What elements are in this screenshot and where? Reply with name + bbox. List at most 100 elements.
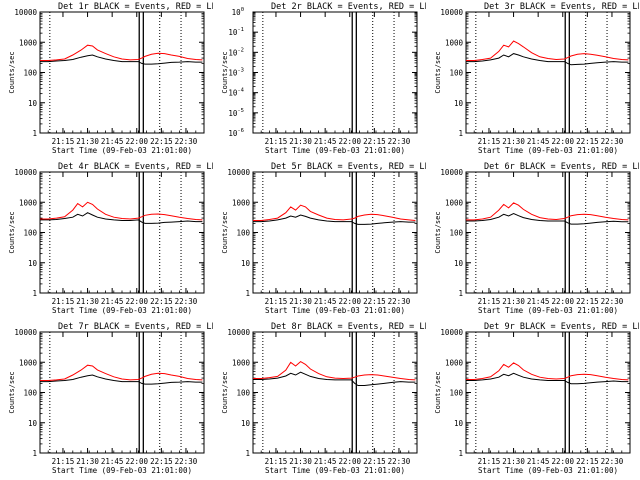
y-tick-label: 10 [454, 419, 464, 428]
y-tick-label: 1 [458, 449, 463, 458]
plot-frame [39, 11, 205, 134]
x-tick-label: 21:15 [265, 457, 288, 466]
y-tick-label: 1000 [445, 358, 464, 367]
x-tick-label: 21:15 [265, 297, 288, 306]
y-axis-label: Counts/sec [434, 51, 442, 93]
x-tick-label: 22:00 [338, 137, 361, 146]
y-tick-label: 10-6 [228, 128, 244, 138]
plot-frame [252, 171, 418, 294]
x-tick-label: 22:00 [125, 297, 148, 306]
x-tick-label: 22:30 [601, 457, 624, 466]
detector-chart-2: Det 2r BLACK = Events, RED = LLD 100 10-1 1… [221, 2, 426, 155]
series-line-events [40, 54, 203, 65]
x-tick-label: 22:15 [363, 457, 386, 466]
plot-frame [39, 171, 205, 294]
y-tick-label: 100 [449, 229, 463, 238]
y-tick-label: 10-2 [228, 47, 244, 57]
y-tick-label: 1 [245, 289, 250, 298]
x-axis-label: Start Time (09-Feb-03 21:01:00) [478, 466, 618, 475]
chart-title: Det 6r BLACK = Events, RED = LLD [484, 162, 639, 172]
y-axis-label: Counts/sec [8, 371, 16, 413]
y-tick-label: 10 [28, 419, 38, 428]
y-tick-label: 10 [241, 419, 251, 428]
y-axis-label: Counts/sec [8, 211, 16, 253]
x-tick-label: 22:30 [175, 297, 198, 306]
x-tick-label: 21:45 [101, 137, 124, 146]
x-tick-label: 22:30 [601, 137, 624, 146]
chart-title: Det 7r BLACK = Events, RED = LLD [58, 322, 213, 332]
chart-title: Det 5r BLACK = Events, RED = LLD [271, 162, 426, 172]
detector-chart-3: Det 3r BLACK = Events, RED = LLD 1 10 100 10… [434, 2, 639, 155]
x-tick-label: 21:45 [314, 457, 337, 466]
x-axis-label: Start Time (09-Feb-03 21:01:00) [478, 306, 618, 315]
x-tick-label: 21:30 [289, 457, 312, 466]
plot-frame [252, 11, 418, 134]
x-tick-label: 22:15 [576, 137, 599, 146]
detector-chart-7: Det 7r BLACK = Events, RED = LLD 1 10 100 10… [8, 322, 213, 475]
x-tick-label: 21:30 [502, 137, 525, 146]
y-tick-label: 1000 [445, 38, 464, 47]
x-tick-label: 22:30 [388, 457, 411, 466]
x-tick-label: 21:45 [314, 137, 337, 146]
x-tick-label: 22:15 [363, 137, 386, 146]
y-tick-label: 1000 [19, 38, 38, 47]
series-line-lld [40, 44, 203, 61]
chart-title: Det 4r BLACK = Events, RED = LLD [58, 162, 213, 172]
series-line-events [466, 372, 629, 385]
x-axis-label: Start Time (09-Feb-03 21:01:00) [52, 466, 192, 475]
y-tick-label: 100 [449, 69, 463, 78]
y-tick-label: 100 [236, 389, 250, 398]
plot-frame [465, 171, 631, 294]
series-line-events [253, 214, 416, 225]
x-tick-label: 22:15 [150, 137, 173, 146]
x-axis-label: Start Time (09-Feb-03 21:01:00) [265, 146, 405, 155]
x-tick-label: 22:30 [601, 297, 624, 306]
series-line-lld [253, 204, 416, 221]
x-axis-label: Start Time (09-Feb-03 21:01:00) [52, 146, 192, 155]
y-tick-label: 10 [454, 259, 464, 268]
y-tick-label: 1000 [19, 358, 38, 367]
y-tick-label: 10-3 [228, 68, 244, 78]
y-tick-label: 10-1 [228, 27, 244, 37]
x-tick-label: 22:30 [175, 137, 198, 146]
y-tick-label: 1 [32, 129, 37, 138]
y-tick-label: 10000 [440, 168, 463, 177]
chart-title: Det 2r BLACK = Events, RED = LLD [271, 2, 426, 12]
y-tick-label: 10000 [440, 8, 463, 17]
series-line-lld [40, 364, 203, 381]
x-tick-label: 22:30 [175, 457, 198, 466]
y-tick-label: 1 [245, 449, 250, 458]
series-line-lld [466, 40, 629, 61]
series-line-lld [253, 360, 416, 381]
y-tick-label: 1000 [232, 358, 251, 367]
series-line-events [466, 53, 629, 66]
y-axis-label: Counts/sec [434, 211, 442, 253]
x-tick-label: 22:15 [576, 457, 599, 466]
x-tick-label: 21:30 [289, 297, 312, 306]
x-tick-label: 21:15 [52, 137, 75, 146]
x-tick-label: 22:15 [150, 297, 173, 306]
y-tick-label: 1 [458, 289, 463, 298]
y-tick-label: 1 [32, 449, 37, 458]
x-tick-label: 22:00 [125, 457, 148, 466]
x-tick-label: 22:00 [551, 137, 574, 146]
y-tick-label: 10000 [440, 328, 463, 337]
x-tick-label: 22:00 [551, 297, 574, 306]
x-tick-label: 21:45 [314, 297, 337, 306]
y-tick-label: 1 [458, 129, 463, 138]
plot-frame [252, 331, 418, 454]
plot-frame [39, 331, 205, 454]
y-tick-label: 100 [23, 229, 37, 238]
y-tick-label: 1000 [232, 198, 251, 207]
y-tick-label: 1000 [19, 198, 38, 207]
x-axis-label: Start Time (09-Feb-03 21:01:00) [265, 306, 405, 315]
chart-title: Det 1r BLACK = Events, RED = LLD [58, 2, 213, 12]
y-axis-label: Counts/sec [221, 51, 229, 93]
x-axis-label: Start Time (09-Feb-03 21:01:00) [52, 306, 192, 315]
y-tick-label: 10-5 [228, 108, 244, 118]
series-line-events [40, 212, 203, 224]
detector-chart-5: Det 5r BLACK = Events, RED = LLD 1 10 100 10… [221, 162, 426, 315]
x-tick-label: 21:15 [478, 137, 501, 146]
x-tick-label: 21:15 [478, 457, 501, 466]
